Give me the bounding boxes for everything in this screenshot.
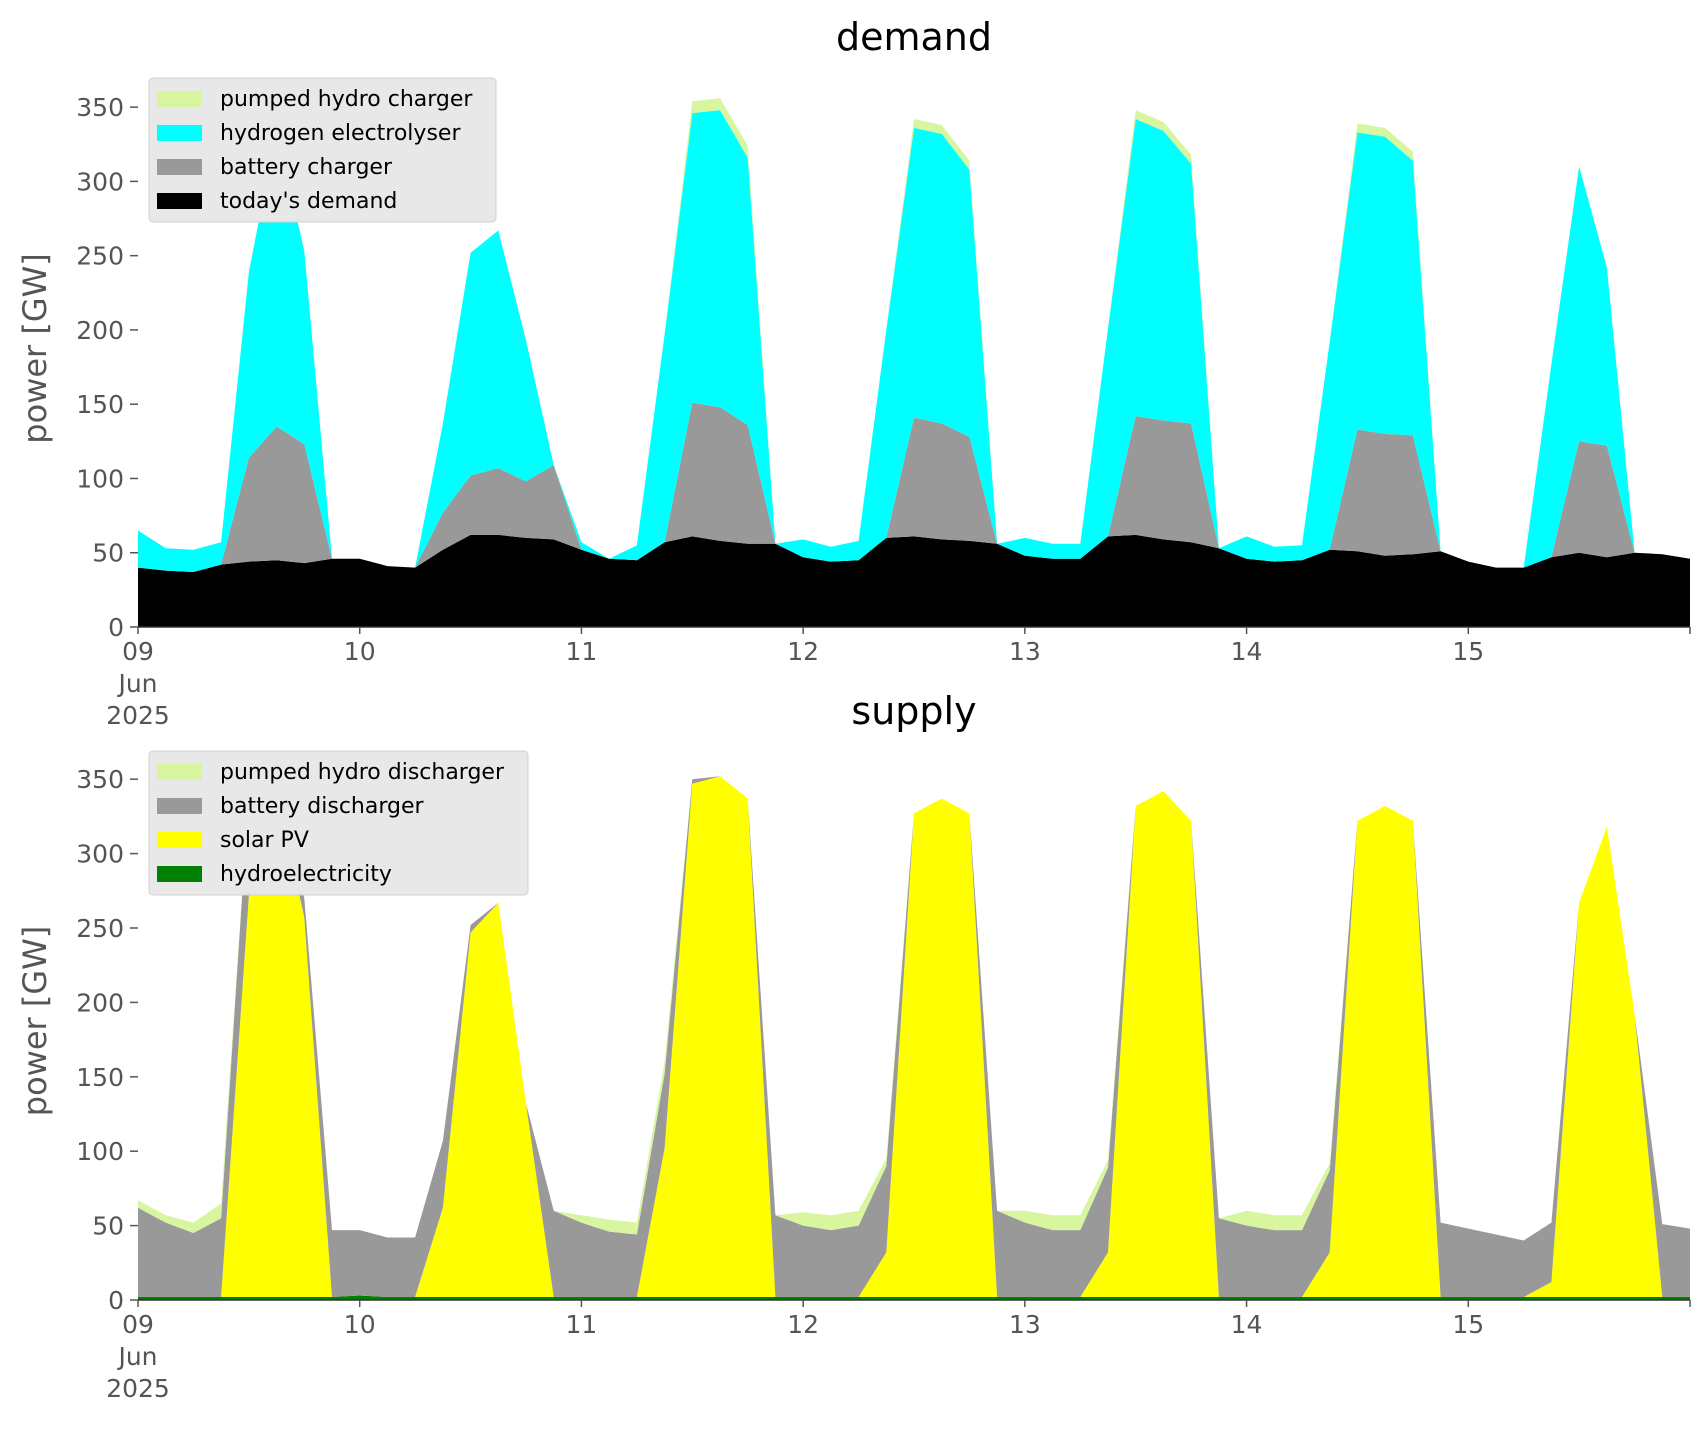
legend-swatch (157, 798, 202, 814)
x-tick-label: 13 (1009, 1310, 1041, 1339)
y-tick-label: 150 (76, 390, 124, 419)
legend-box (148, 750, 529, 896)
legend-box (148, 77, 497, 223)
series-area-hydrogen-electrolyser (138, 110, 1690, 572)
legend-label: battery discharger (220, 794, 425, 819)
x-tick-label: 10 (344, 1310, 376, 1339)
y-tick-label: 100 (76, 464, 124, 493)
x-tick-label: 11 (566, 637, 598, 666)
legend-label: battery charger (220, 155, 393, 180)
y-tick-label: 100 (76, 1137, 124, 1166)
y-tick-label: 300 (76, 840, 124, 869)
legend-swatch (157, 866, 202, 882)
legend-swatch (157, 125, 202, 141)
x-tick-label: 14 (1231, 637, 1263, 666)
y-tick-label: 50 (92, 539, 124, 568)
legend-swatch (157, 193, 202, 209)
x-tick-label: 12 (787, 1310, 819, 1339)
legend-swatch (157, 832, 202, 848)
y-tick-label: 0 (108, 1286, 124, 1315)
y-tick-label: 350 (76, 93, 124, 122)
x-tick-label: 15 (1452, 1310, 1484, 1339)
legend-swatch (157, 764, 202, 780)
y-tick-label: 250 (76, 914, 124, 943)
chart-title: demand (836, 15, 992, 59)
legend-swatch (157, 159, 202, 175)
y-tick-label: 200 (76, 988, 124, 1017)
x-tick-label: 09 Jun 2025 (106, 1310, 170, 1403)
series-area-today-s-demand (138, 534, 1690, 627)
x-tick-label: 10 (344, 637, 376, 666)
x-tick-label: 13 (1009, 637, 1041, 666)
y-tick-label: 0 (108, 613, 124, 642)
x-tick-label: 14 (1231, 1310, 1263, 1339)
legend-label: pumped hydro discharger (220, 760, 505, 785)
series-area-battery-charger (138, 402, 1690, 572)
y-tick-label: 250 (76, 242, 124, 271)
chart-title: supply (851, 689, 976, 733)
y-tick-label: 150 (76, 1063, 124, 1092)
y-axis-label: power [GW] (16, 253, 54, 443)
legend-label: solar PV (220, 828, 309, 853)
x-tick-label: 09 Jun 2025 (106, 637, 170, 730)
legend-swatch (157, 91, 202, 107)
legend-label: hydrogen electrolyser (220, 121, 461, 146)
legend-label: hydroelectricity (220, 862, 392, 887)
chart-panel-demand: 0 50 100 150 200 250 300 350 09 Jun 2025 10 11 12 13 14… (16, 15, 1691, 730)
legend-label: today's demand (220, 189, 397, 214)
series-area-solar-pv (138, 776, 1690, 1297)
legend: pumped hydro discharger battery discharge… (148, 750, 529, 896)
x-tick-label: 12 (787, 637, 819, 666)
y-tick-label: 200 (76, 316, 124, 345)
x-tick-label: 11 (566, 1310, 598, 1339)
series-area-battery-discharger (138, 776, 1690, 1297)
y-tick-label: 300 (76, 167, 124, 196)
legend-label: pumped hydro charger (220, 87, 473, 112)
y-axis-label: power [GW] (16, 926, 54, 1116)
x-tick-label: 15 (1452, 637, 1484, 666)
y-tick-label: 50 (92, 1212, 124, 1241)
series-area-hydroelectricity (138, 1295, 1690, 1300)
legend: pumped hydro charger hydrogen electrolyse… (148, 77, 497, 223)
chart-panel-supply: 0 50 100 150 200 250 300 350 09 Jun 2025 10 11 12 13 14… (16, 689, 1691, 1403)
y-tick-label: 350 (76, 765, 124, 794)
